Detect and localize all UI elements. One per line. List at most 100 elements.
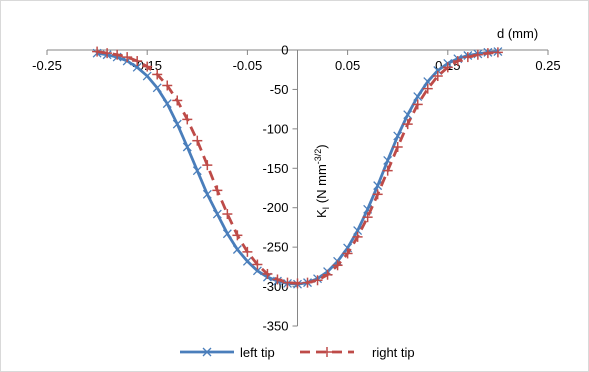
axis-labels: d (mm) KI (N mm-3/2) bbox=[313, 26, 538, 218]
data-point bbox=[192, 166, 202, 176]
x-tick-label: -0.25 bbox=[32, 58, 62, 73]
data-point bbox=[353, 226, 363, 236]
marker-stroke bbox=[202, 189, 212, 199]
data-point bbox=[132, 56, 143, 67]
data-point bbox=[132, 62, 142, 72]
data-point bbox=[222, 209, 233, 220]
data-point bbox=[472, 49, 483, 60]
y-tick-label: -350 bbox=[262, 319, 288, 334]
x-tick-label: 0.25 bbox=[535, 58, 560, 73]
data-point bbox=[212, 185, 223, 196]
y-tick-label: 0 bbox=[281, 43, 288, 58]
marker-stroke bbox=[232, 245, 242, 254]
data-point bbox=[112, 49, 123, 60]
marker-stroke bbox=[182, 142, 192, 152]
data-point bbox=[412, 99, 423, 110]
x-axis-label: d (mm) bbox=[497, 26, 538, 41]
data-point bbox=[202, 160, 213, 171]
marker-stroke bbox=[222, 229, 232, 239]
y-label-unit-sup: -3/2 bbox=[313, 149, 323, 165]
data-point bbox=[232, 230, 243, 241]
data-point bbox=[322, 347, 332, 357]
data-point bbox=[462, 52, 473, 63]
marker-stroke bbox=[403, 110, 413, 120]
data-point bbox=[432, 71, 443, 82]
data-point bbox=[292, 278, 303, 289]
y-axis-label: KI (N mm-3/2) bbox=[313, 144, 331, 218]
marker-stroke bbox=[343, 243, 353, 253]
data-point bbox=[142, 71, 152, 81]
data-point bbox=[302, 277, 313, 288]
marker-stroke bbox=[353, 226, 363, 236]
data-point bbox=[232, 245, 242, 254]
data-point bbox=[252, 259, 263, 270]
data-point bbox=[202, 189, 212, 199]
y-tick-label: -100 bbox=[262, 121, 288, 136]
data-point bbox=[122, 52, 133, 63]
marker-stroke bbox=[393, 131, 403, 141]
data-point bbox=[152, 69, 163, 80]
data-point bbox=[392, 141, 403, 152]
data-point bbox=[92, 46, 103, 57]
data-point bbox=[182, 114, 193, 125]
y-tick-label: -50 bbox=[270, 82, 289, 97]
x-tick-label: -0.05 bbox=[233, 58, 263, 73]
data-point bbox=[452, 56, 463, 67]
data-point bbox=[252, 266, 262, 276]
marker-stroke bbox=[423, 77, 433, 87]
y-label-unit-prefix: (N mm bbox=[314, 164, 329, 207]
data-point bbox=[242, 256, 252, 266]
y-label-sub: I bbox=[321, 207, 331, 210]
marker-stroke bbox=[152, 83, 162, 93]
data-point bbox=[342, 248, 353, 259]
data-point bbox=[402, 119, 413, 130]
data-point bbox=[162, 80, 173, 91]
marker-stroke bbox=[202, 347, 212, 357]
data-point bbox=[332, 260, 343, 271]
data-point bbox=[172, 95, 183, 106]
data-point bbox=[382, 165, 393, 176]
y-tick-label: -250 bbox=[262, 240, 288, 255]
data-point bbox=[262, 268, 273, 279]
legend: left tip right tip bbox=[180, 345, 415, 360]
marker-stroke bbox=[373, 181, 383, 191]
data-point bbox=[482, 48, 493, 59]
data-point bbox=[152, 83, 162, 93]
marker-stroke bbox=[413, 92, 423, 101]
series-layer bbox=[92, 46, 503, 289]
y-tick-label: -200 bbox=[262, 200, 288, 215]
data-point bbox=[413, 92, 423, 101]
data-point bbox=[372, 189, 383, 200]
data-point bbox=[172, 119, 182, 129]
legend-label: left tip bbox=[240, 345, 275, 360]
marker-stroke bbox=[383, 155, 393, 165]
marker-stroke bbox=[172, 119, 182, 129]
axes: -0.25 -0.15 -0.05 0.05 0.15 0.250-50-100-150-… bbox=[32, 43, 560, 334]
data-point bbox=[162, 99, 172, 109]
y-label-main: K bbox=[314, 209, 329, 218]
data-point bbox=[192, 135, 203, 146]
data-point bbox=[442, 62, 453, 73]
marker-stroke bbox=[162, 99, 172, 109]
legend-label: right tip bbox=[372, 345, 415, 360]
data-point bbox=[142, 61, 153, 72]
y-tick-label: -150 bbox=[262, 161, 288, 176]
data-point bbox=[202, 347, 212, 357]
data-point bbox=[312, 275, 323, 286]
data-point bbox=[362, 212, 373, 223]
marker-stroke bbox=[132, 62, 142, 72]
data-point bbox=[492, 47, 503, 58]
data-point bbox=[282, 277, 293, 288]
marker-stroke bbox=[142, 71, 152, 81]
data-point bbox=[352, 231, 363, 242]
data-point bbox=[322, 269, 333, 280]
data-point bbox=[242, 246, 253, 257]
data-point bbox=[422, 83, 433, 94]
data-point bbox=[182, 142, 192, 152]
data-point bbox=[102, 48, 113, 59]
x-tick-label: 0.05 bbox=[335, 58, 360, 73]
data-point bbox=[373, 181, 383, 191]
data-point bbox=[212, 209, 222, 219]
